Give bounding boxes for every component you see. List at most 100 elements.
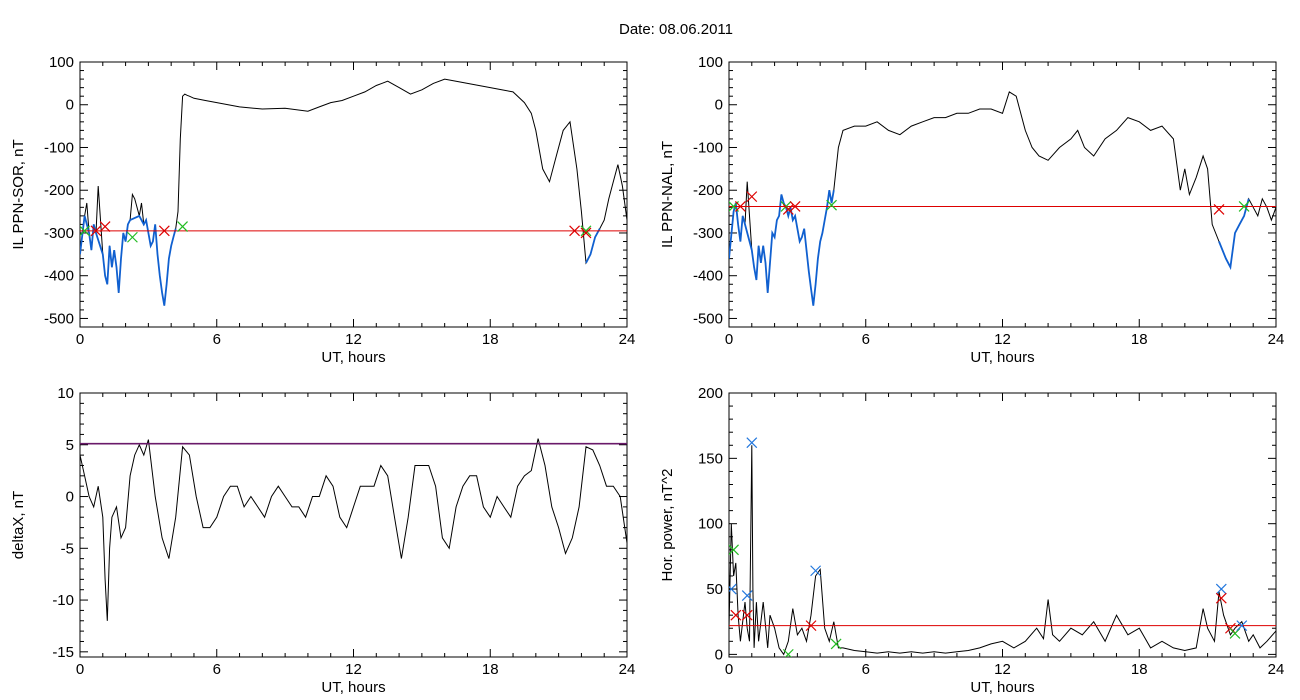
event-segment-line <box>729 190 835 306</box>
x-tick-label: 18 <box>1131 661 1148 678</box>
y-tick-label: 0 <box>715 646 723 663</box>
event-segment-line <box>80 214 177 306</box>
y-tick-label: 5 <box>66 437 74 454</box>
event-marker <box>126 231 138 243</box>
data-series-line <box>80 78 627 306</box>
y-tick-label: -200 <box>44 182 74 199</box>
event-marker <box>1236 620 1248 632</box>
y-tick-label: -300 <box>44 225 74 242</box>
x-tick-label: 6 <box>862 661 870 678</box>
y-tick-label: 100 <box>698 516 723 533</box>
y-tick-label: -200 <box>693 182 723 199</box>
y-tick-label: -400 <box>693 268 723 285</box>
data-series-line <box>729 91 1276 306</box>
x-axis-label: UT, hours <box>970 349 1034 366</box>
plot-area <box>80 78 627 306</box>
x-tick-label: 12 <box>994 331 1011 348</box>
x-tick-label: 18 <box>482 331 499 348</box>
panel-1: 0 6 12 18 24 -500 -400 -300 -200 -100 0 100 UT, hour… <box>10 54 635 366</box>
x-tick-label: 0 <box>725 661 733 678</box>
panel-3: 0 6 12 18 24 -15 -10 -5 0 5 10 UT, hours deltaX, nT <box>10 385 635 696</box>
event-segment-line <box>585 228 601 264</box>
event-marker <box>580 225 592 237</box>
x-tick-label: 0 <box>76 661 84 678</box>
event-marker <box>730 609 742 621</box>
event-marker <box>80 225 90 237</box>
y-tick-label: -10 <box>52 592 74 609</box>
x-tick-label: 0 <box>76 331 84 348</box>
y-axis-label: IL PPN-SOR, nT <box>10 139 27 249</box>
event-marker <box>741 590 753 601</box>
event-marker <box>90 225 102 237</box>
event-marker <box>1215 592 1227 604</box>
event-marker <box>782 204 794 215</box>
event-marker <box>746 191 758 203</box>
y-tick-label: -300 <box>693 225 723 242</box>
y-tick-label: -15 <box>52 644 74 661</box>
figure-title: Date: 08.06.2011 <box>619 21 733 38</box>
plot-area <box>729 437 1276 657</box>
plot-frame <box>79 392 628 658</box>
x-tick-label: 24 <box>619 331 636 348</box>
y-tick-label: 100 <box>49 54 74 71</box>
data-series-line <box>80 438 627 621</box>
y-tick-label: 10 <box>57 385 74 402</box>
x-tick-label: 6 <box>213 661 221 678</box>
y-tick-label: 0 <box>715 97 723 114</box>
x-tick-label: 24 <box>619 661 636 678</box>
x-axis-label: UT, hours <box>321 679 385 696</box>
x-tick-label: 18 <box>1131 331 1148 348</box>
x-tick-label: 12 <box>345 331 362 348</box>
y-tick-label: 50 <box>706 581 723 598</box>
x-tick-label: 24 <box>1268 331 1285 348</box>
y-tick-label: 0 <box>66 97 74 114</box>
event-marker <box>729 544 739 556</box>
y-tick-label: -400 <box>44 268 74 285</box>
plot-area <box>729 91 1276 306</box>
event-marker <box>746 437 758 449</box>
event-marker <box>177 221 188 232</box>
panel-2: 0 6 12 18 24 -500 -400 -300 -200 -100 0 100 UT, hour… <box>659 54 1284 366</box>
event-marker <box>1229 628 1241 639</box>
event-marker <box>830 638 842 650</box>
event-marker <box>158 225 170 237</box>
y-tick-label: 200 <box>698 385 723 402</box>
event-marker <box>741 609 753 621</box>
event-marker <box>580 227 592 239</box>
event-marker <box>826 199 837 211</box>
event-marker <box>1213 204 1225 215</box>
y-tick-label: 150 <box>698 450 723 467</box>
x-tick-label: 0 <box>725 331 733 348</box>
x-tick-label: 6 <box>862 331 870 348</box>
event-segment-line <box>1218 198 1250 271</box>
y-axis-label: deltaX, nT <box>10 491 27 559</box>
x-tick-label: 18 <box>482 661 499 678</box>
y-tick-label: -100 <box>693 139 723 156</box>
y-tick-label: 100 <box>698 54 723 71</box>
event-marker <box>810 565 822 577</box>
y-tick-label: 0 <box>66 489 74 506</box>
x-axis-label: UT, hours <box>321 349 385 366</box>
x-tick-label: 6 <box>213 331 221 348</box>
event-marker <box>805 620 817 632</box>
event-marker <box>1215 583 1227 595</box>
event-marker <box>789 201 801 212</box>
y-tick-label: -100 <box>44 139 74 156</box>
x-tick-label: 12 <box>345 661 362 678</box>
x-tick-label: 12 <box>994 661 1011 678</box>
panel-4: 0 6 12 18 24 0 50 100 150 200 UT, hours Hor. power,… <box>659 385 1284 696</box>
event-marker <box>1238 201 1250 212</box>
x-tick-label: 24 <box>1268 661 1285 678</box>
y-axis-label: IL PPN-NAL, nT <box>659 141 676 248</box>
event-marker <box>734 201 746 212</box>
y-tick-label: -500 <box>693 310 723 327</box>
plot-area <box>80 438 627 621</box>
event-marker <box>569 225 581 237</box>
data-series-line <box>729 445 1276 656</box>
y-axis-label: Hor. power, nT^2 <box>659 469 676 582</box>
x-axis-label: UT, hours <box>970 679 1034 696</box>
event-marker <box>729 583 737 595</box>
event-marker <box>99 221 111 232</box>
y-tick-label: -5 <box>61 540 74 557</box>
